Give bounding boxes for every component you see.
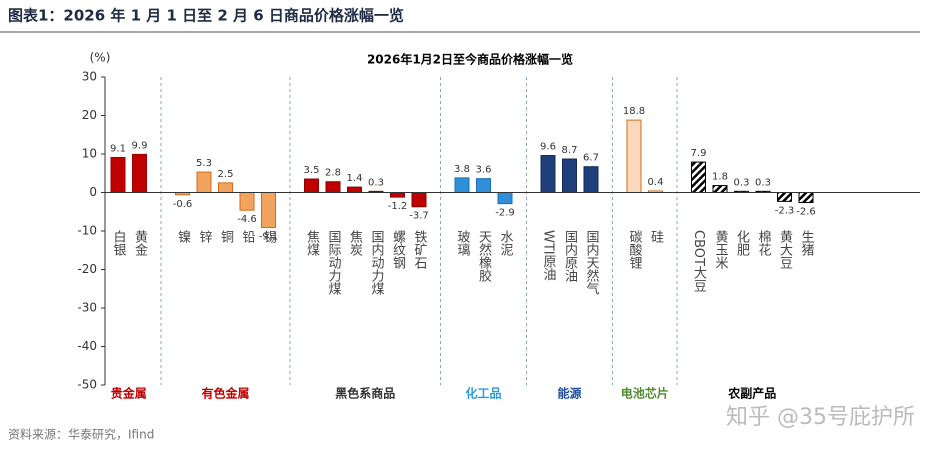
bar [196,171,212,194]
x-tick-label: 铜 [218,230,234,243]
y-tick-label: 20 [82,108,97,122]
value-label: 3.8 [454,164,470,175]
value-label: 3.6 [476,165,492,176]
y-tick-label: 10 [82,147,97,161]
value-label: 6.7 [583,153,599,164]
bar [390,192,405,198]
value-label: 9.1 [110,143,126,154]
value-label: 8.7 [562,145,578,156]
x-tick-label: 焦煤 [304,230,320,256]
source-note: 资料来源：华泰研究，Ifind [8,427,154,442]
x-tick-label: 化肥 [734,230,750,257]
value-label: -3.7 [409,211,429,222]
y-axis-label: (%) [90,51,111,65]
x-tick-label: 黄大豆 [777,230,793,269]
y-tick-label: 30 [82,70,97,84]
value-label: -2.9 [495,208,515,219]
y-tick-label: 0 [89,185,97,199]
bar [454,177,470,193]
bar [261,192,276,229]
value-label: 3.5 [304,165,320,176]
value-label: 9.6 [540,142,556,153]
group-label: 能源 [557,386,581,401]
x-tick-label: 国际动力煤 [326,230,342,295]
value-label: -2.6 [796,207,816,218]
x-tick-label: 黄玉米 [713,230,729,269]
value-label: 18.8 [623,106,645,117]
x-tick-label: 国内动力煤 [369,230,385,295]
bar [411,192,427,208]
x-tick-label: 锌 [197,230,213,243]
value-label: -1.2 [388,201,408,212]
value-label: -9.1 [259,232,279,243]
y-tick-label: -20 [77,262,97,276]
x-tick-label: 国内天然气 [584,230,600,295]
bar [798,192,814,204]
value-label: -4.6 [237,214,257,225]
bar [583,166,599,194]
group-label: 贵金属 [111,386,147,401]
value-label: 5.3 [196,158,212,169]
value-label: 0.4 [648,177,664,188]
bar [347,186,362,194]
bar [239,192,255,211]
group-label: 化工品 [465,386,501,401]
value-label: 1.4 [347,173,363,184]
group-label: 电池芯片 [621,386,669,401]
value-label: -0.6 [173,199,193,210]
y-tick-label: -10 [77,224,97,238]
x-tick-label: 铅 [240,230,256,243]
bar [110,156,126,193]
value-label: -2.3 [775,205,795,216]
x-tick-label: 黄金 [132,230,148,256]
x-tick-label: 螺纹钢 [390,230,406,270]
y-tick-label: -50 [77,378,97,392]
value-label: 0.3 [368,177,384,188]
chart-title: 2026年1月2日至今商品价格涨幅一览 [367,52,573,67]
bar [777,192,792,202]
value-label: 1.8 [712,172,728,183]
x-tick-label: 铁矿石 [412,230,428,269]
x-tick-label: 玻璃 [455,230,471,256]
value-label: 0.3 [734,177,750,188]
bar [325,181,341,194]
bar [304,178,319,193]
bar [540,155,556,193]
bar [476,178,491,193]
x-tick-label: 生猪 [799,230,815,256]
group-label: 黑色系商品 [335,386,395,401]
x-tick-label: 镍 [175,230,191,243]
bar [562,158,577,194]
value-label: 7.9 [691,148,707,159]
x-tick-label: 水泥 [498,230,514,256]
bar [626,119,642,193]
x-tick-label: 国内原油 [562,230,578,282]
y-tick-label: -40 [77,339,97,353]
bar [132,153,147,193]
x-tick-label: 碳酸锂 [627,230,643,270]
x-tick-label: WTI原油 [541,230,557,281]
value-label: 9.9 [132,140,148,151]
x-tick-label: 焦炭 [347,230,363,257]
x-tick-label: CBOT大豆 [691,230,707,292]
value-label: 2.5 [218,169,234,180]
group-label: 农副产品 [727,386,776,401]
value-label: 2.8 [325,168,341,179]
watermark: 知乎 @35号庇护所 [726,405,915,430]
x-tick-label: 棉花 [756,230,772,257]
bar [497,192,513,205]
y-tick-label: -30 [77,301,97,315]
value-label: 0.3 [755,177,771,188]
bar [712,185,728,194]
bar [691,161,706,194]
x-tick-label: 锡 [261,230,277,243]
group-label: 有色金属 [201,386,249,401]
page-title: 图表1：2026 年 1 月 1 日至 2 月 6 日商品价格涨幅一览 [8,7,404,25]
x-tick-label: 天然橡胶 [476,230,492,283]
x-tick-label: 硅 [648,230,664,243]
bar [218,182,233,193]
x-tick-label: 白银 [111,229,127,256]
